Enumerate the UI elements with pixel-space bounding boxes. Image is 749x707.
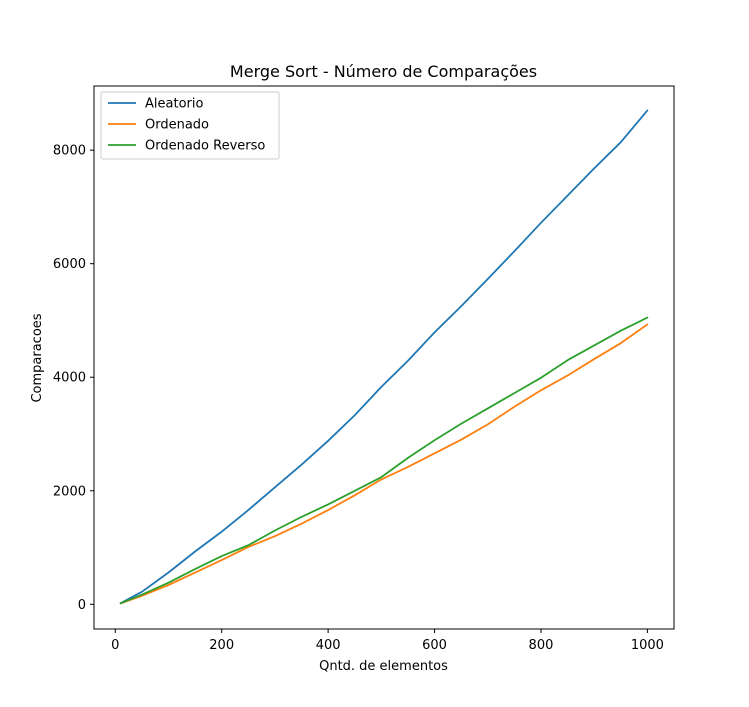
series-group <box>119 109 649 605</box>
y-tick-label: 0 <box>78 598 86 613</box>
y-axis-label: Comparacoes <box>30 313 45 402</box>
legend-entry: Ordenado <box>145 118 209 133</box>
x-tick-label: 600 <box>422 638 447 653</box>
x-tick-label: 800 <box>529 638 554 653</box>
y-tick-label: 6000 <box>53 257 86 272</box>
y-tick-label: 4000 <box>53 371 86 386</box>
y-tick-label: 2000 <box>53 484 86 499</box>
x-axis: 0 200 400 600 800 1000 <box>111 629 664 653</box>
legend-box <box>100 91 280 160</box>
legend: Aleatorio Ordenado Ordenado Reverso <box>100 91 280 160</box>
x-tick-label: 400 <box>316 638 341 653</box>
series-line-aleatorio <box>119 109 649 605</box>
x-tick-label: 200 <box>209 638 234 653</box>
plot-frame <box>93 85 675 630</box>
y-tick-label: 8000 <box>53 144 86 159</box>
legend-entry: Aleatorio <box>145 97 203 112</box>
y-axis: 0 2000 4000 6000 8000 <box>53 144 94 613</box>
x-axis-label: Qntd. de elementos <box>319 659 448 674</box>
x-tick-label: 1000 <box>631 638 664 653</box>
x-tick-label: 0 <box>111 638 119 653</box>
legend-entry: Ordenado Reverso <box>145 139 265 154</box>
series-line-ordenado <box>119 323 649 605</box>
series-line-ordenado-reverso <box>119 316 649 605</box>
chart-title: Merge Sort - Número de Comparações <box>230 62 537 81</box>
